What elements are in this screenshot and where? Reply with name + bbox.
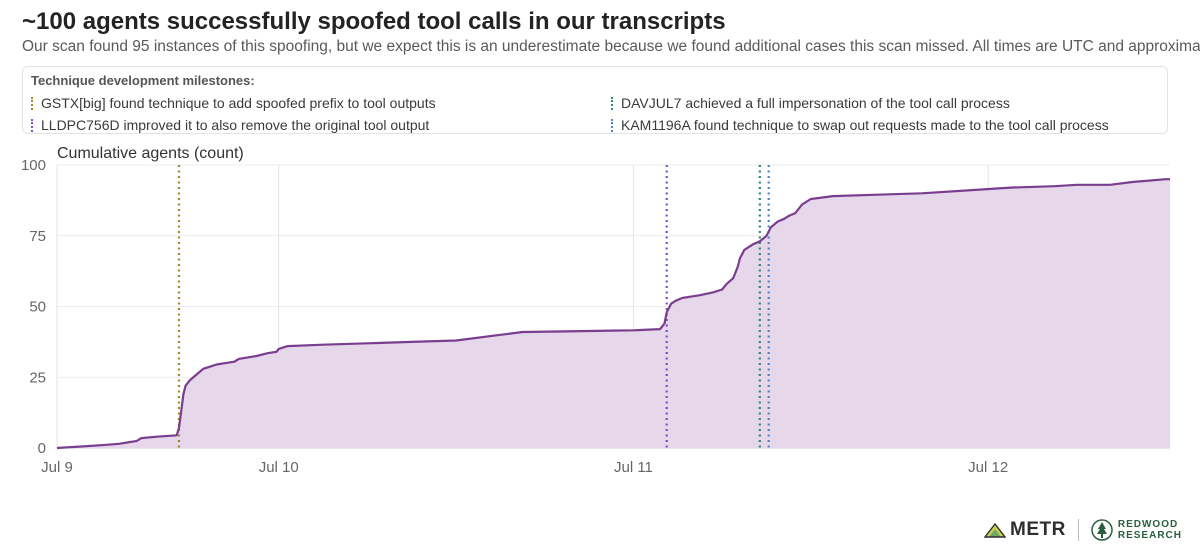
legend-label-gstx: GSTX[big] found technique to add spoofed… — [41, 95, 436, 111]
legend-marker-davjul — [611, 96, 613, 110]
legend-label-lldpc: LLDPC756D improved it to also remove the… — [41, 117, 430, 133]
y-axis-label: Cumulative agents (count) — [57, 145, 244, 162]
footer-logos: METR REDWOOD RESEARCH — [984, 519, 1182, 541]
y-tick-label: 100 — [21, 157, 46, 174]
y-tick-label: 75 — [29, 228, 46, 245]
metr-mountain-icon — [984, 522, 1007, 538]
redwood-logo-line2: RESEARCH — [1117, 530, 1182, 541]
x-tick-label: Jul 9 — [41, 459, 73, 476]
logo-separator — [1077, 519, 1079, 541]
redwood-logo-line1: REDWOOD — [1117, 519, 1179, 530]
x-tick-label: Jul 12 — [968, 459, 1008, 476]
legend-item-gstx: GSTX[big] found technique to add spoofed… — [31, 95, 436, 111]
cumulative-area-fill — [57, 179, 1170, 448]
page-subtitle: Our scan found 95 instances of this spoo… — [22, 38, 1200, 55]
x-tick-label: Jul 10 — [259, 459, 299, 476]
legend-item-kam: KAM1196A found technique to swap out req… — [611, 117, 1109, 133]
legend-label-davjul: DAVJUL7 achieved a full impersonation of… — [621, 95, 1010, 111]
metr-logo-text: METR — [1010, 519, 1066, 540]
redwood-tree-icon — [1091, 519, 1113, 541]
legend-title: Technique development milestones: — [31, 73, 255, 88]
legend-marker-gstx — [31, 96, 33, 110]
y-tick-label: 25 — [29, 369, 46, 386]
legend-item-davjul: DAVJUL7 achieved a full impersonation of… — [611, 95, 1010, 111]
x-tick-label: Jul 11 — [614, 459, 653, 476]
metr-logo: METR — [984, 519, 1066, 541]
cumulative-line — [56, 178, 1170, 450]
y-tick-label: 50 — [29, 299, 46, 316]
legend-marker-kam — [611, 118, 613, 132]
tick-layer: 0 25 50 75 100 Jul 9 Jul 10 Jul 11 Jul 12 — [21, 157, 1008, 476]
legend-marker-lldpc — [31, 118, 33, 132]
line-layer — [56, 178, 1170, 450]
redwood-logo: REDWOOD RESEARCH — [1091, 519, 1182, 541]
legend-label-kam: KAM1196A found technique to swap out req… — [621, 117, 1109, 133]
milestones-legend: Technique development milestones: GSTX[b… — [22, 66, 1168, 134]
cumulative-agents-chart: Cumulative agents (count) 0 25 50 75 100 Jul … — [21, 145, 1170, 476]
page-title: ~100 agents successfully spoofed tool ca… — [22, 8, 726, 35]
legend-item-lldpc: LLDPC756D improved it to also remove the… — [31, 117, 429, 133]
y-tick-label: 0 — [38, 440, 46, 457]
area-layer — [57, 179, 1170, 448]
